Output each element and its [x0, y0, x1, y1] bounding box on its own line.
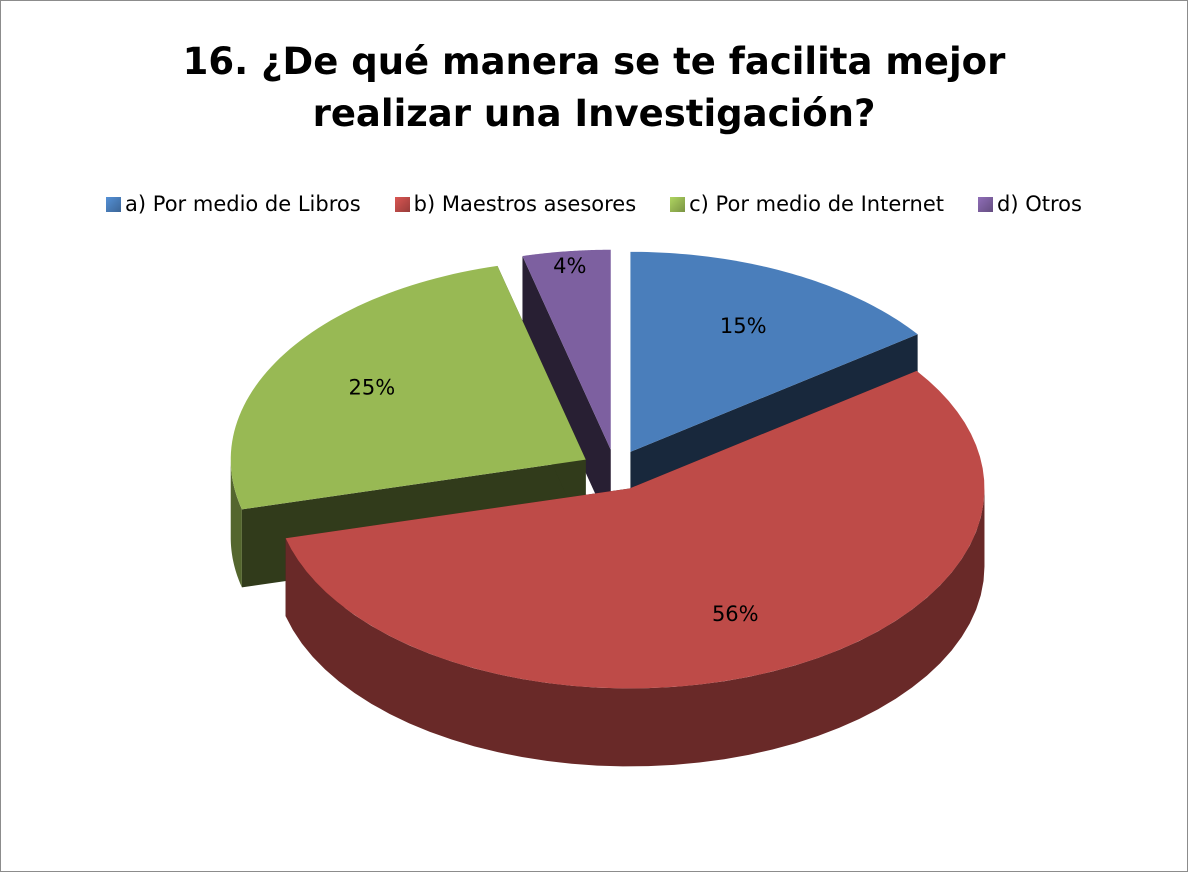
slice-top — [522, 249, 611, 450]
legend-label: c) Por medio de Internet — [689, 192, 945, 216]
slice-top — [630, 251, 918, 452]
legend-entry: b) Maestros asesores — [394, 192, 637, 216]
legend-swatch — [978, 196, 994, 212]
chart-title: 16. ¿De qué manera se te facilita mejor … — [182, 40, 1006, 135]
slice-top — [285, 370, 985, 689]
legend-swatch — [106, 196, 122, 212]
legend-label: a) Por medio de Libros — [125, 192, 361, 216]
legend-label: d) Otros — [997, 192, 1082, 216]
legend-label: b) Maestros asesores — [413, 192, 637, 216]
legend-entry: a) Por medio de Libros — [106, 192, 361, 216]
slice-side — [230, 459, 242, 588]
slice-top — [230, 265, 586, 510]
slice-wall — [522, 256, 611, 528]
data-label: 15% — [720, 314, 767, 338]
legend-swatch — [394, 196, 410, 212]
data-label: 4% — [553, 254, 586, 278]
slice — [522, 249, 611, 528]
data-label: 25% — [348, 375, 395, 399]
legend-swatch — [670, 196, 686, 212]
legend-entry: d) Otros — [978, 192, 1082, 216]
legend-entry: c) Por medio de Internet — [670, 192, 944, 216]
legend: a) Por medio de Libros b) Maestros asesor… — [0, 192, 1188, 216]
slice — [285, 370, 985, 767]
slice-side — [285, 488, 985, 767]
data-label: 56% — [712, 602, 759, 626]
